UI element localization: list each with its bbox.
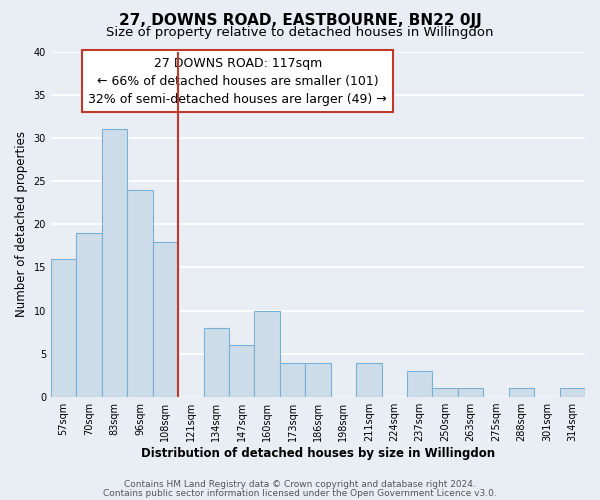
Bar	[356, 362, 382, 397]
Bar	[560, 388, 585, 397]
Bar	[51, 259, 76, 397]
Text: 27 DOWNS ROAD: 117sqm
← 66% of detached houses are smaller (101)
32% of semi-det: 27 DOWNS ROAD: 117sqm ← 66% of detached …	[88, 56, 387, 106]
Y-axis label: Number of detached properties: Number of detached properties	[15, 132, 28, 318]
Bar	[254, 310, 280, 397]
Bar	[305, 362, 331, 397]
Bar	[509, 388, 534, 397]
Bar	[127, 190, 152, 397]
Bar	[433, 388, 458, 397]
Text: Size of property relative to detached houses in Willingdon: Size of property relative to detached ho…	[106, 26, 494, 39]
Bar	[458, 388, 483, 397]
X-axis label: Distribution of detached houses by size in Willingdon: Distribution of detached houses by size …	[141, 447, 495, 460]
Bar	[229, 345, 254, 397]
Text: 27, DOWNS ROAD, EASTBOURNE, BN22 0JJ: 27, DOWNS ROAD, EASTBOURNE, BN22 0JJ	[119, 12, 481, 28]
Bar	[407, 371, 433, 397]
Bar	[280, 362, 305, 397]
Text: Contains HM Land Registry data © Crown copyright and database right 2024.: Contains HM Land Registry data © Crown c…	[124, 480, 476, 489]
Text: Contains public sector information licensed under the Open Government Licence v3: Contains public sector information licen…	[103, 488, 497, 498]
Bar	[102, 130, 127, 397]
Bar	[152, 242, 178, 397]
Bar	[76, 233, 102, 397]
Bar	[203, 328, 229, 397]
